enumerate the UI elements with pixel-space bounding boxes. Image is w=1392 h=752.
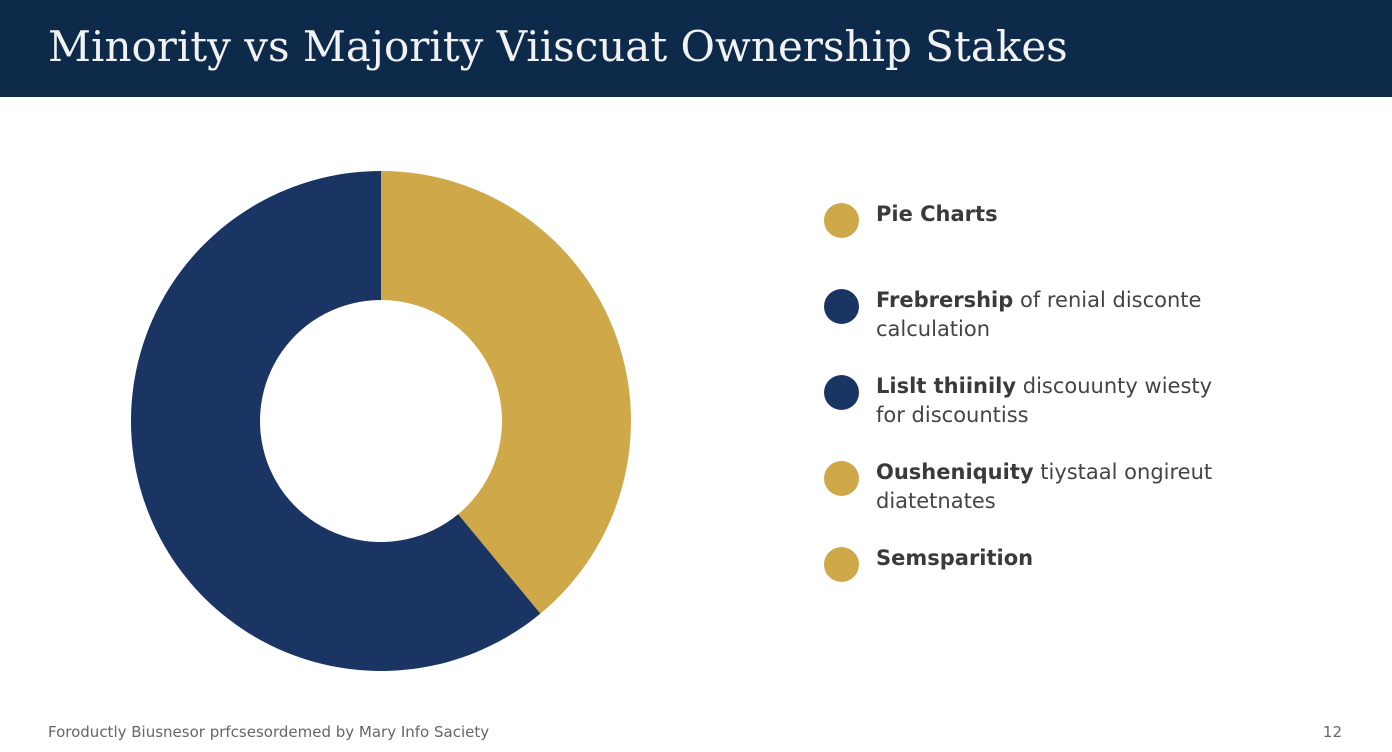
donut-chart: [131, 171, 631, 671]
legend-detail: tiystaal ongireut diatetnates: [876, 460, 1213, 513]
legend-dot: [824, 375, 859, 410]
legend-label: Pie Charts: [876, 202, 998, 226]
donut-slice: [131, 171, 541, 671]
legend-dot: [824, 547, 859, 582]
legend-dot: [824, 289, 859, 324]
legend-label: Frebrership: [876, 288, 1014, 312]
legend-item: Frebrership of renial disconte calculati…: [824, 286, 1244, 344]
legend-label: Lislt thiinily: [876, 374, 1017, 398]
legend-dot: [824, 461, 859, 496]
header-bar: Minority vs Majority Viiscuat Ownership …: [0, 0, 1392, 97]
legend-item: Ousheniquity tiystaal ongireut diatetnat…: [824, 458, 1244, 516]
legend-detail: discouunty wiesty for discountiss: [876, 374, 1213, 427]
page-number: 12: [1322, 723, 1342, 741]
donut-slice: [381, 171, 631, 614]
legend-item: Semsparition: [824, 544, 1244, 584]
legend-item: Pie Charts: [824, 200, 1244, 240]
legend: Pie Charts Frebrership of renial disconte…: [824, 200, 1244, 630]
legend-label: Ousheniquity: [876, 460, 1034, 484]
legend-item: Lislt thiinily discouunty wiesty for dis…: [824, 372, 1244, 430]
legend-dot: [824, 203, 859, 238]
title: Minority vs Majority Viiscuat Ownership …: [48, 22, 1068, 71]
footer: Foroductly Biusnesor prfcsesordemed by M…: [48, 723, 490, 741]
legend-detail: of renial disconte calculation: [876, 288, 1202, 341]
legend-label: Semsparition: [876, 546, 1034, 570]
